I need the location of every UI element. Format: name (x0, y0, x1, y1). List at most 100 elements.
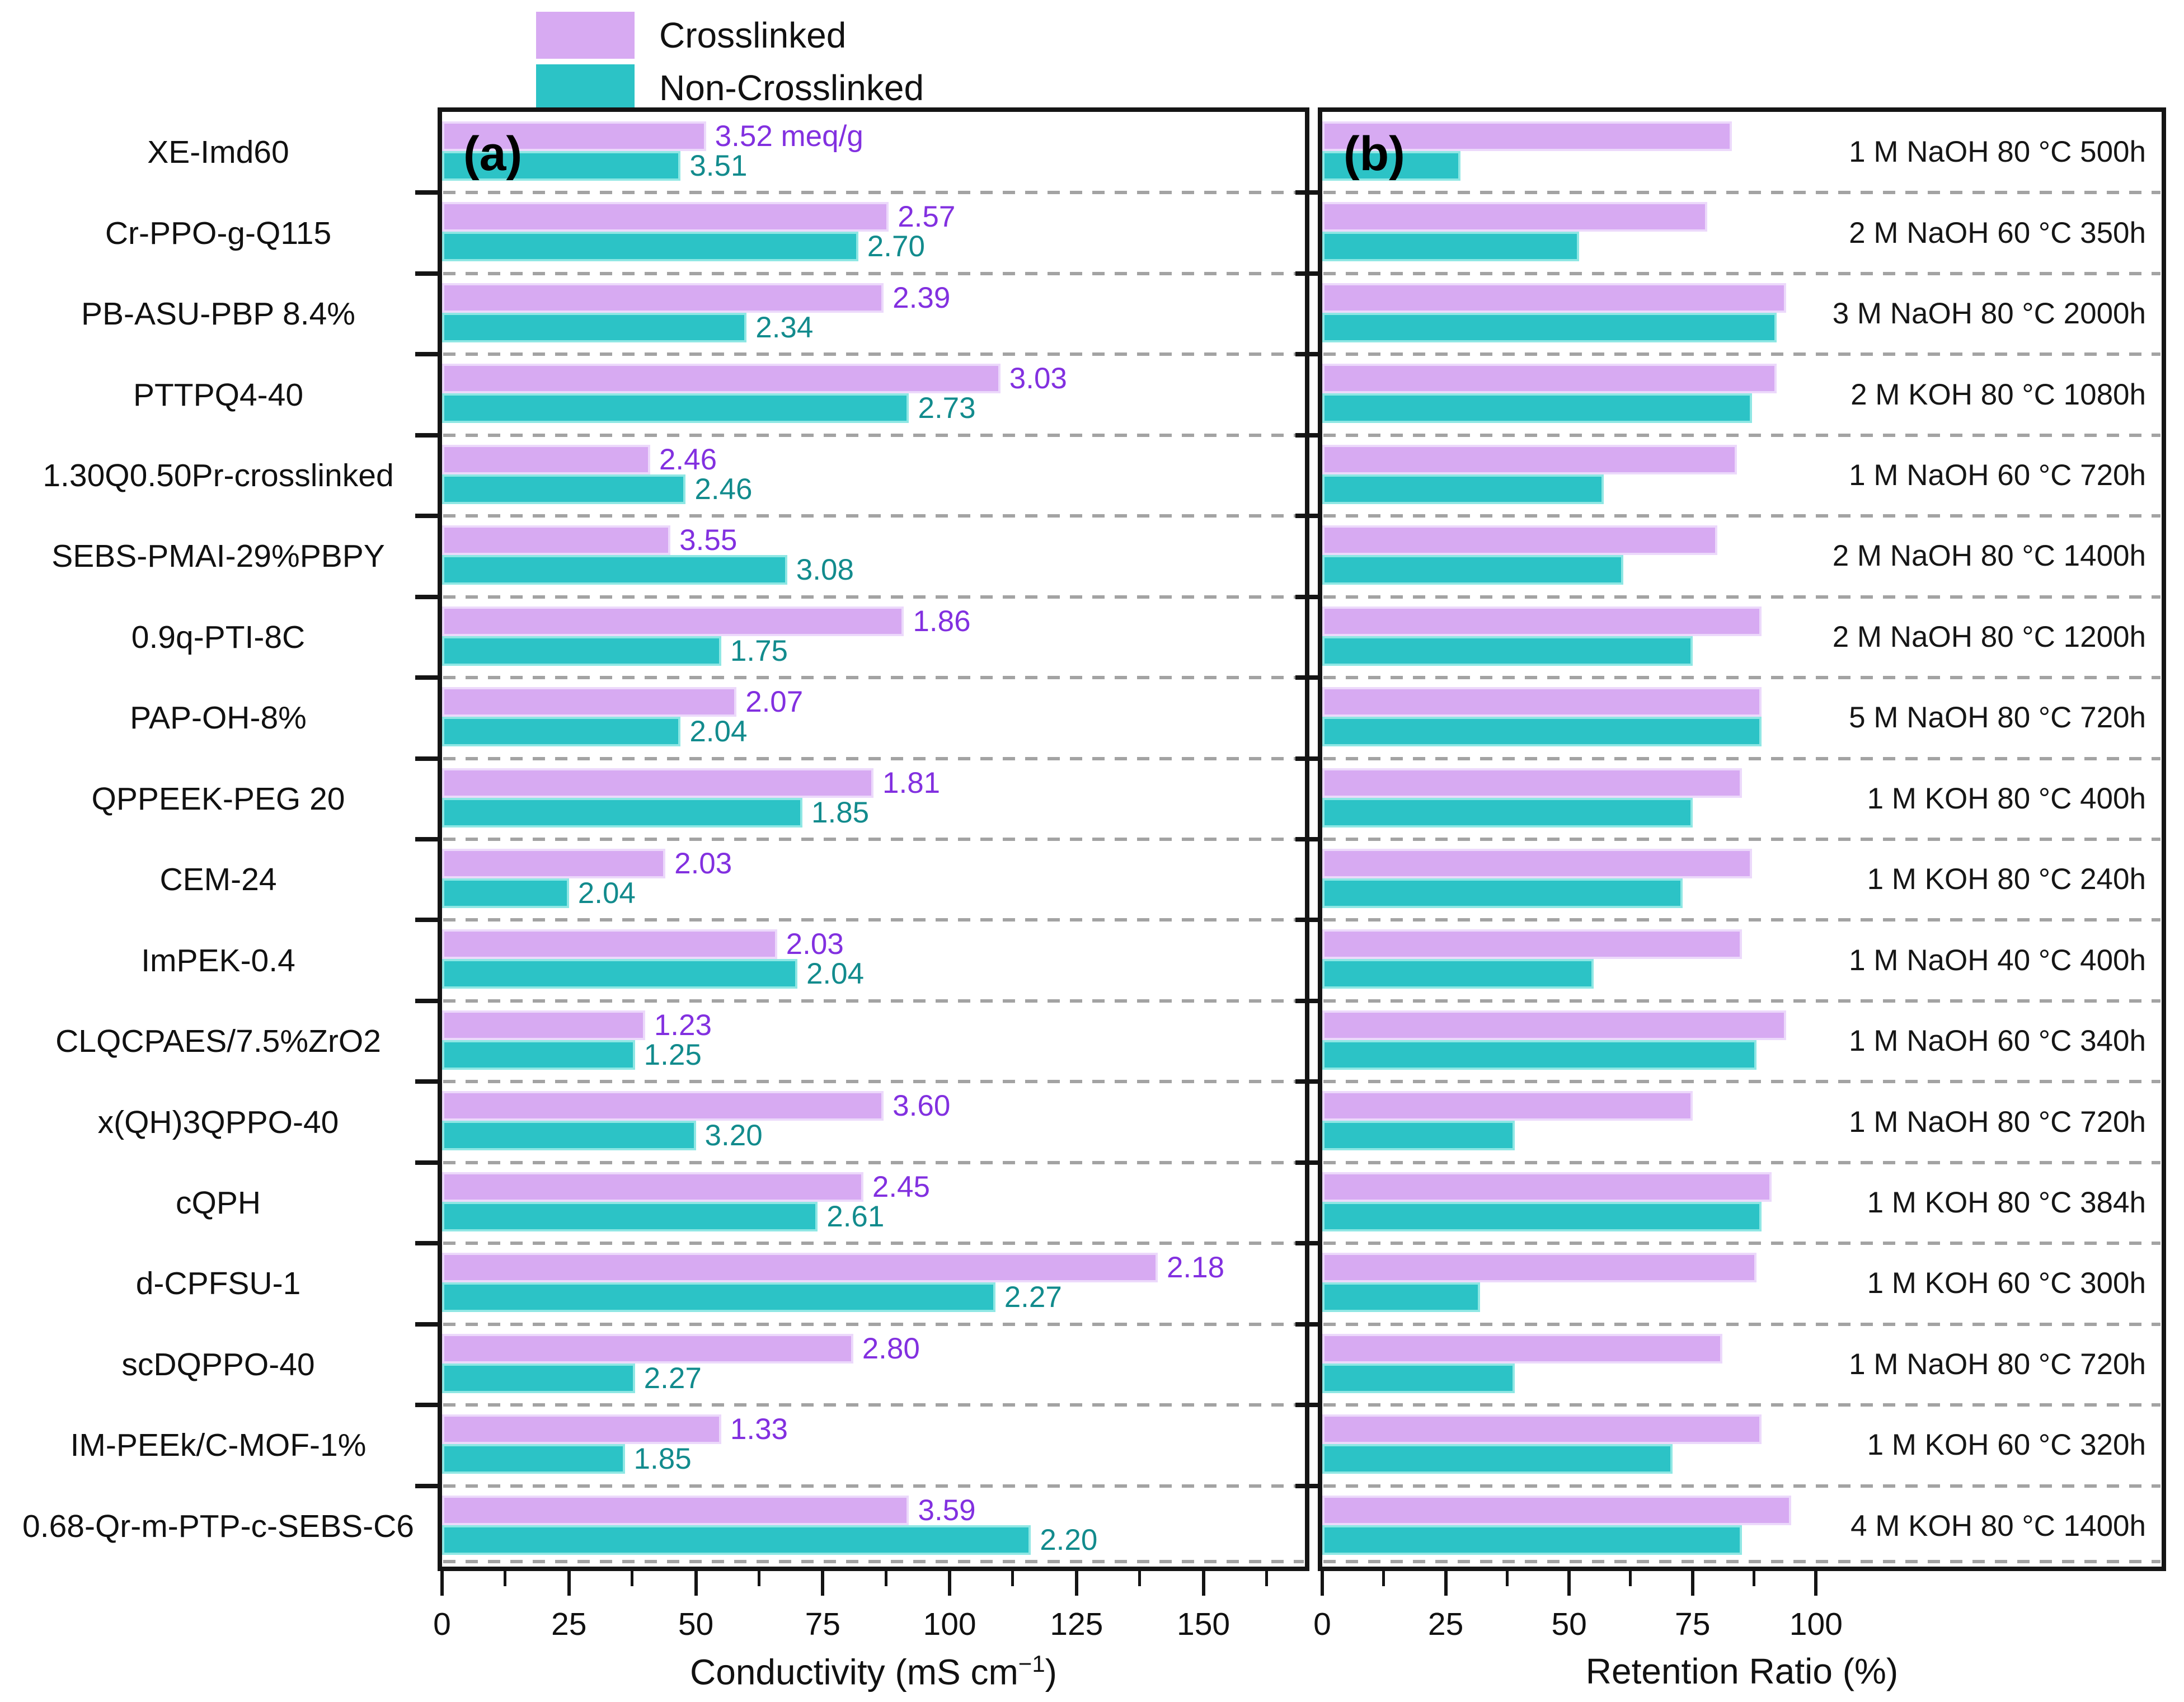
bar-crosslinked (1322, 1414, 1762, 1445)
x-tick-major (567, 1571, 571, 1596)
y-boundary-tick (1295, 1160, 1318, 1165)
bar-value-label: 3.08 (796, 553, 854, 587)
bar-crosslinked (1322, 121, 1732, 151)
bar-value-label: 3.59 (918, 1493, 976, 1527)
bar-value-label: 1.33 (730, 1413, 788, 1446)
bar-crosslinked (1322, 1010, 1787, 1040)
category-label: 0.68-Qr-m-PTP-c-SEBS-C6 (22, 1508, 414, 1544)
row-separator (1323, 1242, 2160, 1245)
bar-crosslinked (1322, 1333, 1722, 1364)
bar-non-crosslinked (1322, 717, 1762, 747)
condition-label: 3 M NaOH 80 °C 2000h (1832, 297, 2146, 331)
bar-crosslinked (1322, 606, 1762, 636)
bar-non-crosslinked (1322, 878, 1683, 908)
bar-crosslinked (442, 202, 889, 232)
row-separator (443, 191, 1304, 195)
category-label: XE-Imd60 (147, 134, 289, 171)
bar-non-crosslinked (1322, 1525, 1742, 1555)
category-label: x(QH)3QPPO-40 (97, 1104, 339, 1140)
x-tick-major (440, 1571, 444, 1596)
bar-non-crosslinked (1322, 151, 1461, 181)
bar-non-crosslinked (442, 232, 858, 262)
category-label: 1.30Q0.50Pr-crosslinked (43, 458, 394, 493)
x-tick-label: 100 (923, 1606, 976, 1642)
panel-tag: (b) (1344, 127, 1405, 181)
bar-non-crosslinked (442, 555, 787, 585)
row-separator (443, 1322, 1304, 1326)
row-separator (443, 433, 1304, 437)
x-tick-minor (1265, 1571, 1268, 1586)
y-boundary-tick (415, 1160, 438, 1165)
row-separator (443, 918, 1304, 922)
condition-label: 1 M KOH 80 °C 400h (1867, 782, 2146, 815)
bar-non-crosslinked (1322, 555, 1624, 585)
x-tick-label: 25 (1427, 1606, 1464, 1642)
legend-item-non-crosslinked: Non-Crosslinked (536, 62, 924, 114)
bar-value-label: 2.04 (806, 957, 865, 991)
bar-value-label: 2.45 (872, 1170, 930, 1203)
bar-non-crosslinked (1322, 474, 1604, 504)
y-boundary-tick (415, 1403, 438, 1408)
x-tick-label: 25 (551, 1606, 587, 1642)
bar-non-crosslinked (442, 474, 686, 504)
y-boundary-tick (1295, 837, 1318, 841)
x-tick-minor (1382, 1571, 1385, 1586)
bar-value-label: 2.46 (659, 443, 717, 476)
bar-crosslinked (442, 1091, 884, 1121)
bar-crosslinked (442, 444, 650, 474)
bar-non-crosslinked (442, 312, 747, 342)
row-separator (1323, 352, 2160, 356)
x-axis-label-text: Conductivity (mS cm (690, 1652, 1018, 1692)
panel-b: 1 M NaOH 80 °C 500h 2 M NaOH 60 °C 350h 3 … (1295, 107, 2166, 1642)
bar-value-label: 2.73 (918, 392, 976, 425)
bar-crosslinked (1322, 687, 1762, 717)
row-separator (443, 838, 1304, 841)
bar-non-crosslinked (442, 717, 681, 747)
row-separator (1323, 1322, 2160, 1326)
row-separator (443, 1403, 1304, 1407)
y-boundary-tick (415, 1322, 438, 1327)
x-tick-minor (1505, 1571, 1509, 1586)
x-tick-label: 50 (678, 1606, 714, 1642)
y-boundary-tick (1295, 998, 1318, 1003)
x-tick-major (1074, 1571, 1078, 1596)
panel-a: 3.52 meq/g 3.51 2.57 2.70 2.39 2.34 3.03 2.73 2.… (415, 107, 1309, 1642)
bar-value-label: 3.55 (679, 524, 738, 557)
x-axis-label-superscript: −1 (1018, 1651, 1045, 1677)
condition-label: 2 M NaOH 60 °C 350h (1849, 216, 2146, 250)
x-tick-minor (1753, 1571, 1756, 1586)
bar-value-label: 2.18 (1166, 1251, 1225, 1285)
row-separator (1323, 999, 2160, 1003)
x-tick-label: 0 (1313, 1606, 1331, 1642)
y-boundary-tick (415, 918, 438, 923)
bar-non-crosslinked (442, 878, 569, 908)
bar-value-label: 2.34 (755, 311, 814, 344)
row-separator (1323, 1484, 2160, 1488)
x-tick-major (1201, 1571, 1205, 1596)
bar-crosslinked (442, 1172, 863, 1202)
x-tick-minor (504, 1571, 507, 1586)
bar-crosslinked (1322, 1172, 1772, 1202)
row-separator (443, 271, 1304, 275)
bar-value-label: 2.27 (1004, 1281, 1062, 1314)
row-separator (1323, 514, 2160, 518)
bar-non-crosslinked (442, 151, 681, 181)
row-separator (1323, 595, 2160, 599)
x-axis-label-conductivity: Conductivity (mS cm−1) (690, 1651, 1057, 1692)
y-boundary-tick (1295, 514, 1318, 519)
bar-crosslinked (1322, 525, 1717, 556)
bar-non-crosslinked (442, 393, 909, 424)
bar-value-label: 2.80 (862, 1332, 920, 1365)
bar-crosslinked (442, 929, 777, 960)
y-boundary-tick (415, 432, 438, 438)
y-boundary-tick (415, 675, 438, 680)
x-tick-label: 125 (1050, 1606, 1103, 1642)
bar-non-crosslinked (442, 1525, 1031, 1555)
row-separator (443, 999, 1304, 1003)
x-tick-label: 0 (433, 1606, 451, 1642)
y-boundary-tick (1295, 918, 1318, 923)
y-boundary-tick (1295, 1403, 1318, 1408)
bar-value-label: 1.81 (882, 766, 941, 800)
category-label: PB-ASU-PBP 8.4% (81, 296, 355, 332)
